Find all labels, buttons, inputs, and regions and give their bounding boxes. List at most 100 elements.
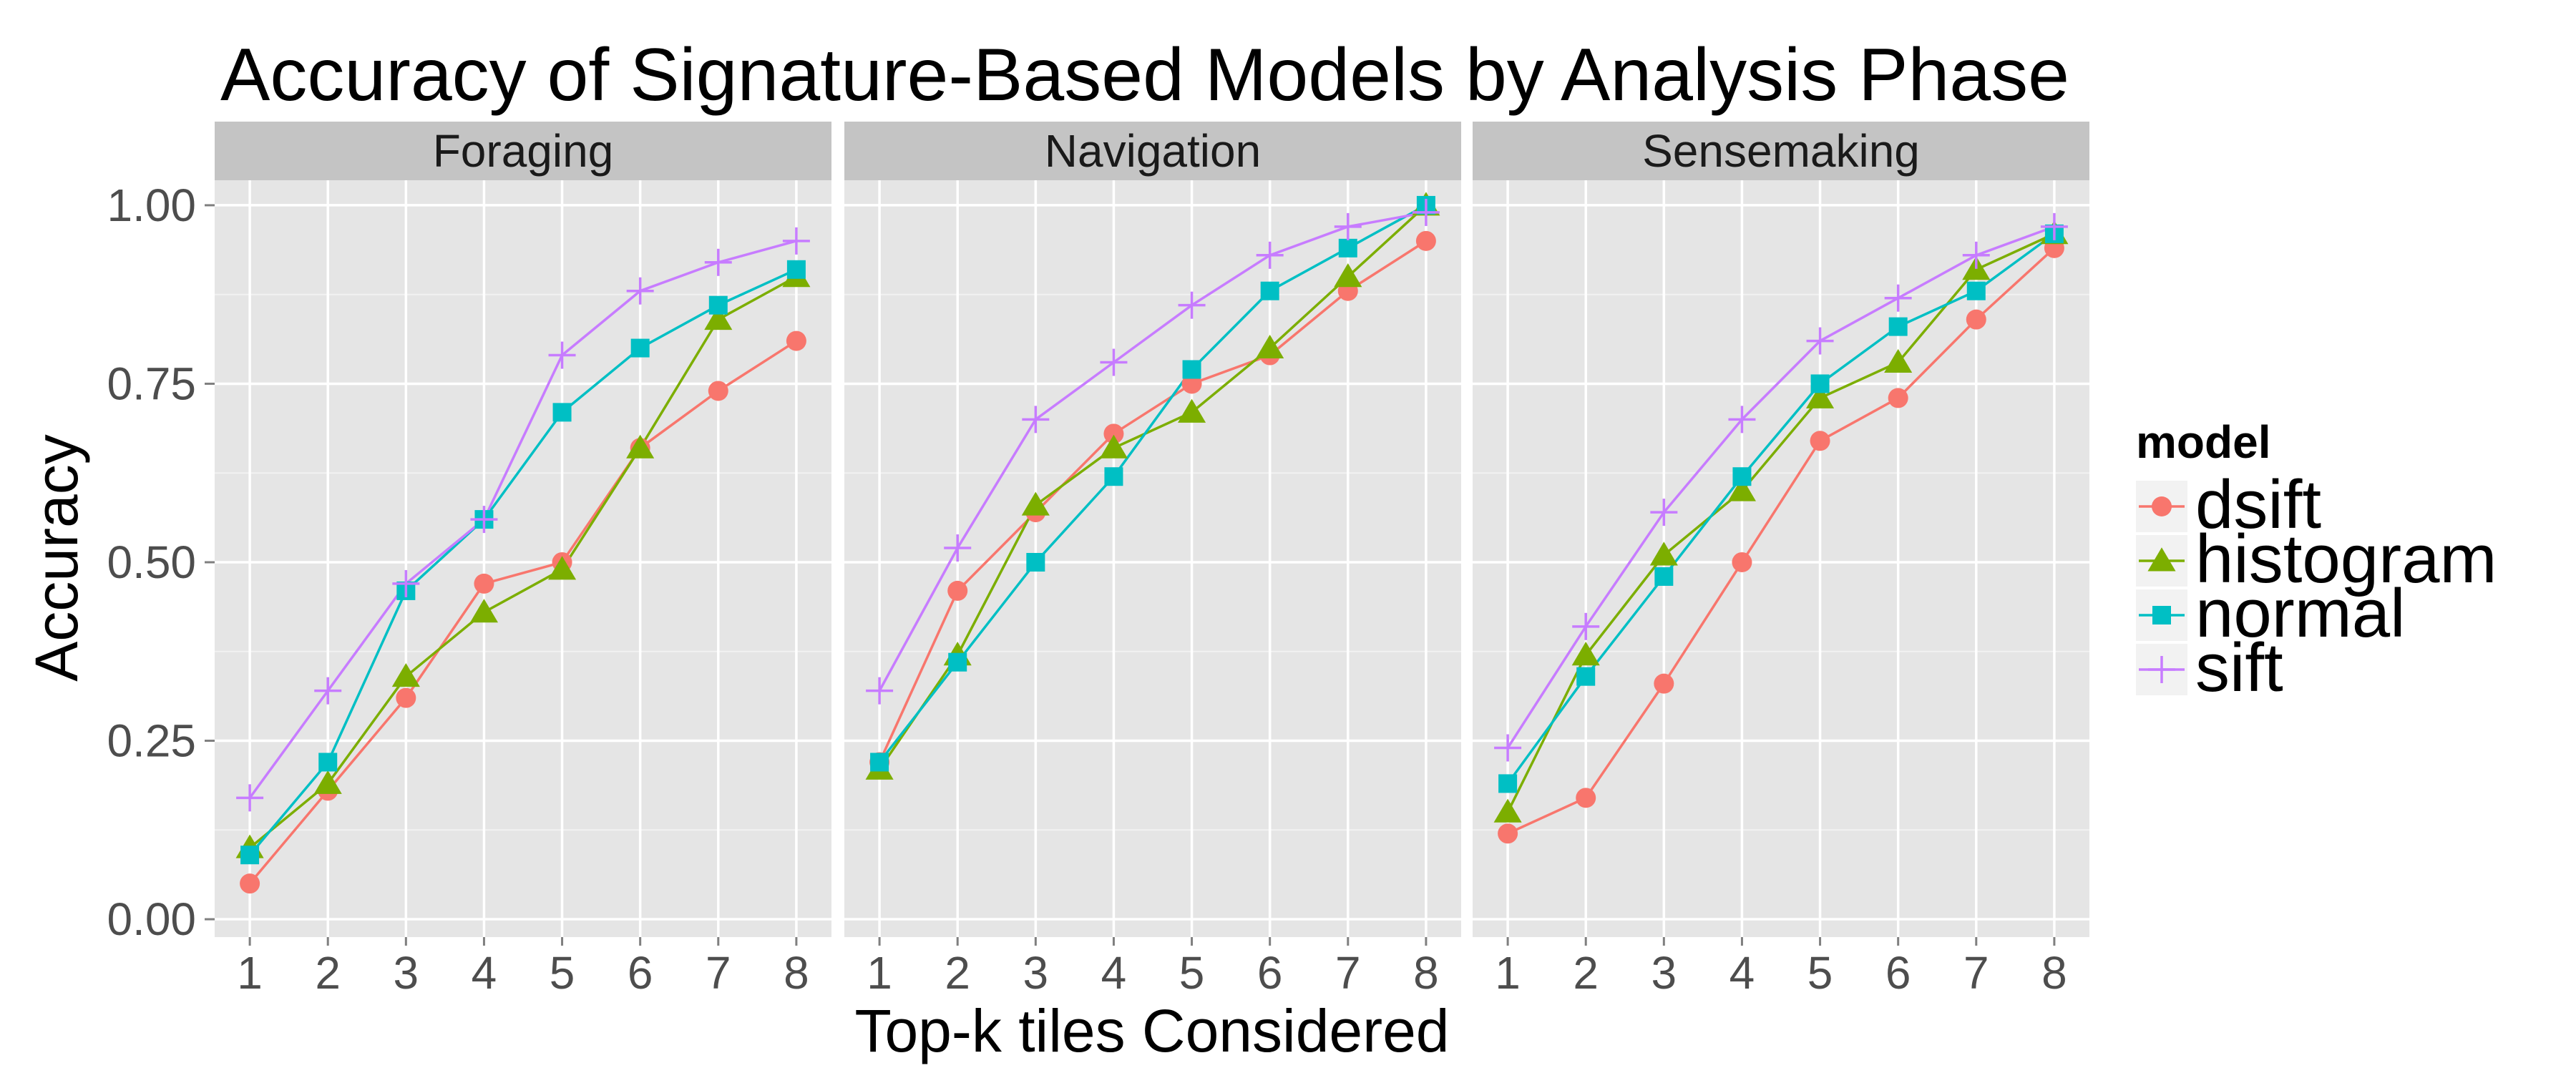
point-sift bbox=[944, 534, 972, 562]
point-sift bbox=[782, 227, 810, 255]
point-normal bbox=[1104, 467, 1123, 486]
point-normal bbox=[1654, 567, 1674, 586]
x-tick-label: 7 bbox=[1335, 947, 1361, 999]
panel-background bbox=[215, 180, 831, 937]
x-tick-label: 6 bbox=[1257, 947, 1283, 999]
x-tick-label: 4 bbox=[1729, 947, 1755, 999]
x-axis-label: Top-k tiles Considered bbox=[854, 997, 1449, 1064]
legend-label: histogram bbox=[2195, 521, 2497, 597]
x-tick-label: 6 bbox=[1885, 947, 1911, 999]
point-histogram bbox=[1884, 348, 1913, 373]
point-sift bbox=[1884, 284, 1912, 312]
x-tick-label: 7 bbox=[706, 947, 731, 999]
point-dsift bbox=[1966, 309, 1986, 330]
point-sift bbox=[1256, 241, 1284, 269]
point-dsift bbox=[786, 330, 806, 351]
point-normal bbox=[1966, 281, 1986, 300]
legend-key-marker bbox=[2152, 496, 2172, 516]
point-normal bbox=[1182, 360, 1201, 379]
chart-title: Accuracy of Signature-Based Models by An… bbox=[220, 34, 2069, 117]
point-dsift bbox=[1654, 673, 1674, 694]
point-sift bbox=[392, 569, 420, 597]
legend-entry-dsift: dsift bbox=[2136, 466, 2321, 543]
x-tick-label: 2 bbox=[945, 947, 970, 999]
y-tick-label: 0.00 bbox=[107, 893, 196, 945]
point-dsift bbox=[396, 687, 416, 708]
point-dsift bbox=[708, 381, 728, 401]
point-normal bbox=[1498, 774, 1518, 793]
point-normal bbox=[318, 753, 338, 772]
point-sift bbox=[2040, 212, 2068, 240]
point-dsift bbox=[1498, 823, 1518, 844]
x-tick-label: 2 bbox=[315, 947, 341, 999]
point-sift bbox=[1178, 291, 1206, 319]
point-histogram bbox=[1099, 434, 1128, 459]
facet-strip bbox=[1473, 122, 2089, 180]
series-line-histogram bbox=[878, 204, 1428, 770]
point-sift bbox=[1022, 406, 1050, 433]
point-sift bbox=[1962, 241, 1990, 269]
point-histogram bbox=[626, 434, 655, 459]
point-normal bbox=[870, 753, 889, 772]
point-sift bbox=[1806, 327, 1834, 355]
series-line-sift bbox=[248, 240, 797, 799]
x-tick-label: 4 bbox=[1101, 947, 1127, 999]
point-histogram bbox=[1806, 384, 1835, 408]
point-sift bbox=[470, 506, 498, 534]
series-line-normal bbox=[248, 268, 797, 856]
point-histogram bbox=[1178, 398, 1206, 423]
legend-entry-normal: normal bbox=[2136, 575, 2405, 652]
series-line-normal bbox=[1506, 232, 2055, 785]
legend-entry-histogram: histogram bbox=[2136, 521, 2497, 597]
point-normal bbox=[1260, 281, 1279, 300]
series-line-normal bbox=[878, 204, 1427, 763]
facet-strip-label: Sensemaking bbox=[1642, 125, 1920, 177]
facet-strip bbox=[215, 122, 831, 180]
point-sift bbox=[236, 784, 264, 812]
legend-label: normal bbox=[2195, 575, 2405, 652]
facet-strip bbox=[844, 122, 1461, 180]
point-normal bbox=[1338, 238, 1357, 258]
x-tick-label: 5 bbox=[1179, 947, 1205, 999]
panel-navigation: Navigation 1 2 3 4 5 6 7 8 bbox=[844, 122, 1461, 999]
point-normal bbox=[240, 846, 260, 865]
legend-label: dsift bbox=[2195, 466, 2321, 543]
y-tick-label: 0.50 bbox=[107, 536, 196, 588]
x-tick-label: 6 bbox=[628, 947, 653, 999]
point-histogram bbox=[1334, 263, 1362, 288]
x-tick-label: 3 bbox=[1023, 947, 1049, 999]
point-normal bbox=[1810, 374, 1830, 393]
y-tick-label: 0.75 bbox=[107, 358, 196, 409]
point-dsift bbox=[1732, 552, 1752, 572]
facet-strip-label: Foraging bbox=[433, 125, 614, 177]
y-tick-label: 1.00 bbox=[107, 180, 196, 231]
point-sift bbox=[704, 248, 732, 276]
x-tick-label: 7 bbox=[1963, 947, 1989, 999]
series-line-dsift bbox=[878, 240, 1427, 763]
legend-key-marker bbox=[2148, 656, 2175, 683]
point-histogram bbox=[1649, 542, 1678, 566]
point-dsift bbox=[947, 580, 968, 601]
point-normal bbox=[630, 338, 650, 358]
point-histogram bbox=[1727, 477, 1756, 501]
point-histogram bbox=[548, 556, 577, 580]
point-normal bbox=[708, 295, 728, 315]
panel-foraging: Foraging 1 2 3 4 5 6 7 8 0.00 0.25 0.50 0.75 1.00 bbox=[107, 122, 831, 999]
point-normal bbox=[552, 403, 572, 422]
point-normal bbox=[786, 260, 806, 279]
y-tick-label: 0.25 bbox=[107, 715, 196, 767]
point-sift bbox=[1494, 734, 1522, 762]
series-line-dsift bbox=[1507, 247, 2056, 835]
legend-key-marker bbox=[2147, 547, 2176, 572]
y-axis-label: Accuracy bbox=[23, 434, 90, 681]
facet-strip-label: Navigation bbox=[1045, 125, 1261, 177]
point-sift bbox=[1412, 198, 1440, 226]
point-normal bbox=[1576, 667, 1596, 686]
legend-label: sift bbox=[2195, 629, 2283, 706]
x-tick-label: 8 bbox=[1413, 947, 1439, 999]
point-sift bbox=[1728, 406, 1756, 433]
x-tick-label: 5 bbox=[550, 947, 575, 999]
series-line-histogram bbox=[1506, 232, 2055, 813]
point-normal bbox=[948, 652, 967, 672]
